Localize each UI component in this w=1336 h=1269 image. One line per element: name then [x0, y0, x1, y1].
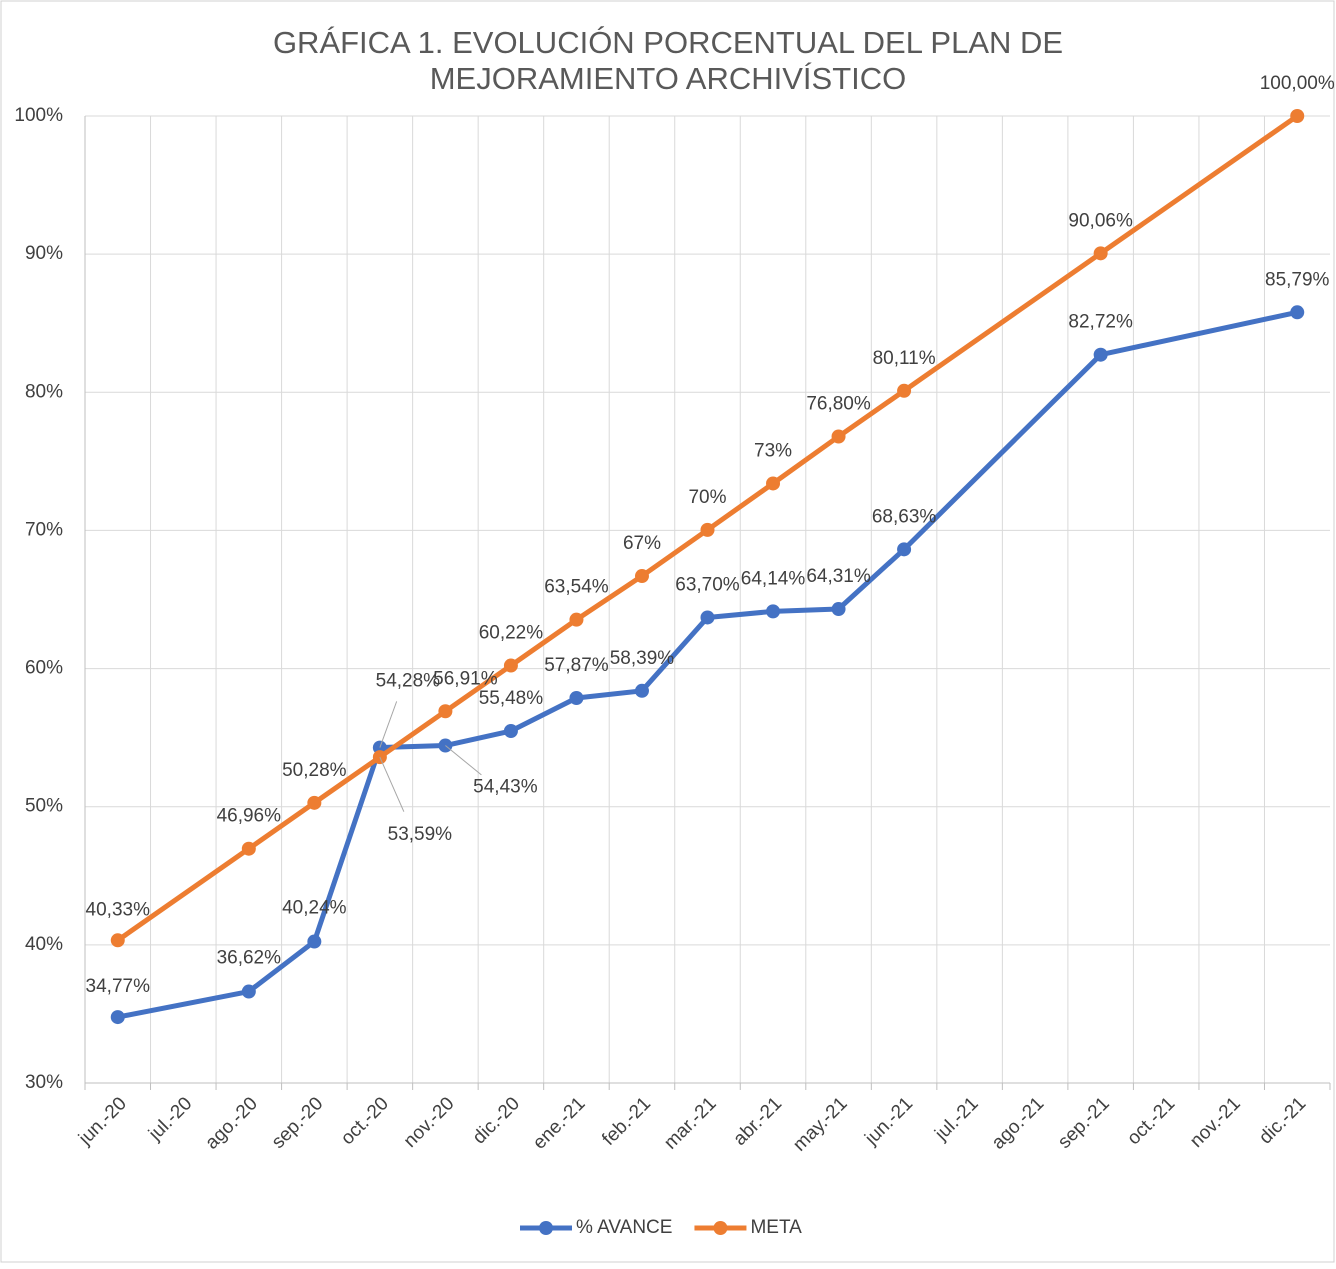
data-point [307, 795, 322, 810]
data-point [700, 610, 715, 625]
data-label: 80,11% [873, 348, 936, 369]
data-label: 46,96% [217, 806, 282, 827]
data-label: 54,28% [376, 671, 441, 692]
data-label: 34,77% [86, 976, 151, 997]
data-label: 53,59% [388, 824, 453, 845]
y-tick-label: 60% [25, 658, 63, 679]
data-label: 64,31% [806, 566, 871, 587]
data-label: 50,28% [282, 760, 347, 781]
data-label: 55,48% [479, 688, 544, 709]
data-point [110, 933, 125, 948]
data-point [241, 984, 256, 999]
y-tick-label: 80% [25, 381, 63, 402]
data-label: 56,91% [433, 668, 498, 689]
legend-marker [713, 1221, 728, 1235]
data-label: 36,62% [217, 948, 282, 969]
data-point [438, 704, 453, 719]
data-label: 63,70% [675, 574, 740, 595]
data-point [1290, 305, 1305, 320]
data-label: 76,80% [806, 394, 871, 415]
y-tick-label: 30% [25, 1072, 63, 1093]
data-label: 63,54% [544, 577, 609, 598]
data-point [503, 658, 518, 673]
data-label: 58,39% [610, 648, 675, 669]
series-line [117, 309, 1298, 1020]
data-point [831, 602, 846, 617]
data-point [1093, 246, 1108, 261]
leader-line [445, 745, 482, 776]
legend-label: META [750, 1217, 802, 1238]
data-label: 100,00% [1260, 73, 1335, 94]
data-point [1093, 347, 1108, 362]
data-point [241, 841, 256, 856]
legend-marker [539, 1221, 553, 1235]
data-label: 60,22% [479, 623, 544, 644]
data-point [634, 683, 649, 698]
data-label: 64,14% [741, 568, 806, 589]
data-point [307, 934, 322, 949]
y-tick-label: 50% [25, 796, 63, 817]
data-label: 40,24% [282, 898, 347, 919]
data-point [110, 1010, 125, 1025]
legend-label: % AVANCE [576, 1217, 672, 1238]
chart-title: MEJORAMIENTO ARCHIVÍSTICO [430, 61, 907, 96]
data-label: 68,63% [872, 506, 937, 527]
y-tick-label: 40% [25, 934, 63, 955]
data-point [897, 542, 912, 557]
data-point [1290, 109, 1305, 123]
data-point [569, 690, 584, 705]
data-point [569, 612, 584, 627]
leader-line [379, 756, 405, 812]
leader-line [379, 701, 398, 748]
data-label: 82,72% [1068, 312, 1133, 333]
y-tick-label: 70% [25, 519, 63, 540]
data-point [700, 522, 715, 537]
data-label: 90,06% [1068, 210, 1133, 231]
data-label: 70% [688, 487, 726, 508]
data-point [503, 724, 518, 739]
series-line [116, 113, 1299, 943]
chart-title: GRÁFICA 1. EVOLUCIÓN PORCENTUAL DEL PLAN… [273, 25, 1063, 60]
data-point [766, 476, 781, 491]
data-point [766, 604, 781, 619]
data-point [897, 383, 912, 398]
data-label: 73% [754, 440, 792, 461]
data-point [831, 429, 846, 444]
y-tick-label: 90% [25, 243, 63, 264]
data-label: 67% [623, 533, 661, 554]
data-label: 57,87% [544, 655, 609, 676]
y-tick-label: 100% [14, 105, 63, 126]
data-label: 85,79% [1265, 269, 1330, 290]
data-point [634, 569, 649, 584]
data-label: 54,43% [473, 777, 538, 798]
data-label: 40,33% [86, 899, 151, 920]
